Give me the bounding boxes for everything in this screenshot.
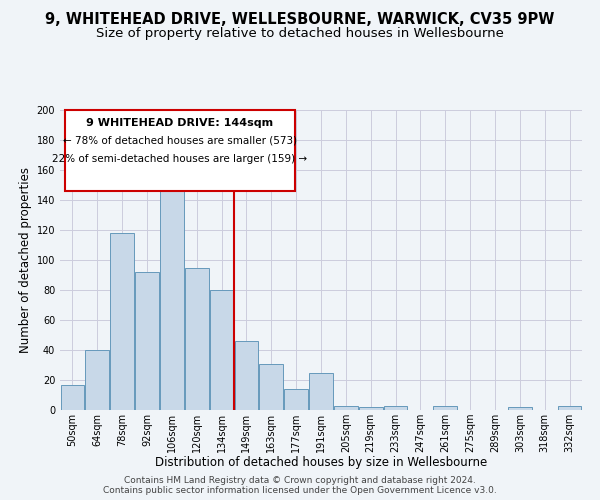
Bar	[309, 372, 333, 410]
X-axis label: Distribution of detached houses by size in Wellesbourne: Distribution of detached houses by size …	[155, 456, 487, 469]
Bar	[85, 350, 109, 410]
Bar	[259, 364, 283, 410]
Bar	[334, 406, 358, 410]
Bar	[210, 290, 233, 410]
Text: ← 78% of detached houses are smaller (573): ← 78% of detached houses are smaller (57…	[63, 136, 297, 145]
Text: 22% of semi-detached houses are larger (159) →: 22% of semi-detached houses are larger (…	[52, 154, 308, 164]
Bar	[135, 272, 159, 410]
Text: 9, WHITEHEAD DRIVE, WELLESBOURNE, WARWICK, CV35 9PW: 9, WHITEHEAD DRIVE, WELLESBOURNE, WARWIC…	[46, 12, 554, 28]
FancyBboxPatch shape	[65, 110, 295, 191]
Text: 9 WHITEHEAD DRIVE: 144sqm: 9 WHITEHEAD DRIVE: 144sqm	[86, 118, 274, 128]
Text: Size of property relative to detached houses in Wellesbourne: Size of property relative to detached ho…	[96, 28, 504, 40]
Y-axis label: Number of detached properties: Number of detached properties	[19, 167, 32, 353]
Bar	[359, 407, 383, 410]
Bar	[508, 407, 532, 410]
Bar	[558, 406, 581, 410]
Text: Contains public sector information licensed under the Open Government Licence v3: Contains public sector information licen…	[103, 486, 497, 495]
Bar	[384, 406, 407, 410]
Bar	[433, 406, 457, 410]
Bar	[284, 389, 308, 410]
Bar	[160, 158, 184, 410]
Bar	[61, 384, 84, 410]
Bar	[185, 268, 209, 410]
Bar	[110, 233, 134, 410]
Text: Contains HM Land Registry data © Crown copyright and database right 2024.: Contains HM Land Registry data © Crown c…	[124, 476, 476, 485]
Bar	[235, 341, 258, 410]
